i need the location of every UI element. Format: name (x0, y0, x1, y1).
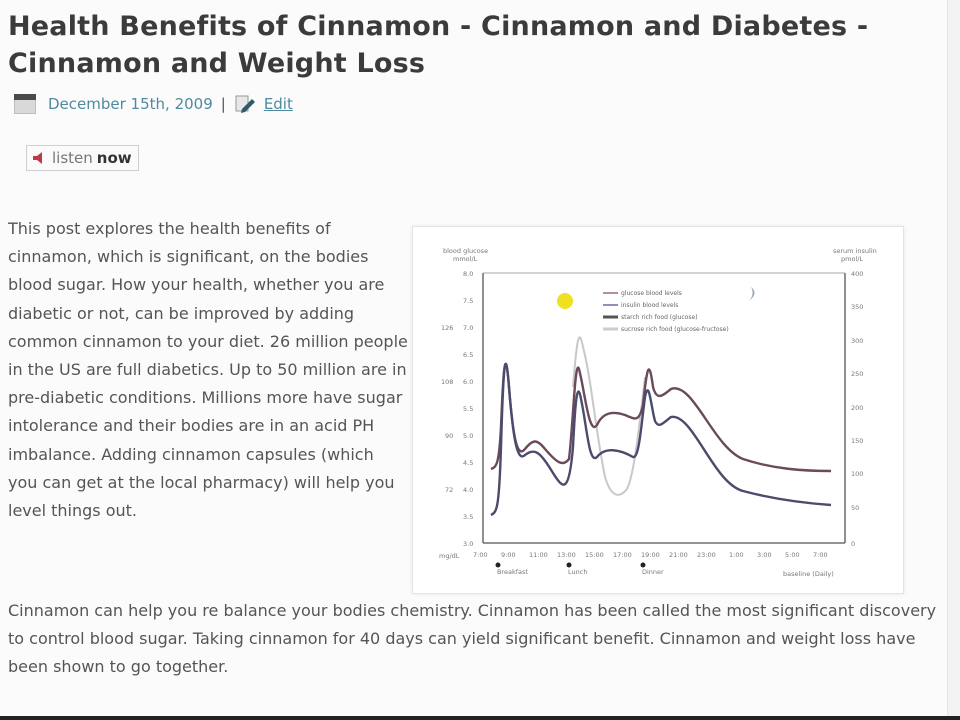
calendar-icon (14, 94, 36, 114)
svg-text:7.5: 7.5 (463, 297, 473, 305)
svg-text:5.5: 5.5 (463, 405, 473, 413)
svg-text:21:00: 21:00 (669, 551, 688, 559)
svg-text:sucrose rich food (glucose-fru: sucrose rich food (glucose-fructose) (621, 326, 729, 333)
svg-text:1:00: 1:00 (729, 551, 744, 559)
svg-text:5:00: 5:00 (785, 551, 800, 559)
svg-text:9:00: 9:00 (501, 551, 516, 559)
svg-text:126: 126 (441, 324, 453, 332)
svg-text:400: 400 (851, 270, 863, 278)
listen-bold-label: now (96, 149, 132, 167)
post-date: December 15th, 2009 (48, 95, 213, 113)
listen-label: listen (52, 149, 93, 167)
svg-text:7:00: 7:00 (473, 551, 488, 559)
svg-text:11:00: 11:00 (529, 551, 548, 559)
speaker-icon (33, 152, 42, 164)
glucose-insulin-chart: blood glucose mmol/L serum insulin pmol/… (412, 226, 904, 594)
chart-svg: blood glucose mmol/L serum insulin pmol/… (439, 247, 877, 578)
svg-text:0: 0 (851, 540, 855, 548)
right-axis-title: serum insulin (833, 247, 877, 255)
sun-icon (557, 293, 573, 309)
left-axis-ticks: 8.0 7.5 7.0 6.5 6.0 5.5 5.0 4.5 4.0 3.5 3.0 126… (439, 270, 473, 560)
svg-text:4.0: 4.0 (463, 486, 473, 494)
svg-text:200: 200 (851, 404, 863, 412)
svg-text:50: 50 (851, 504, 859, 512)
svg-text:3.0: 3.0 (463, 540, 473, 548)
svg-text:mg/dL: mg/dL (439, 552, 460, 560)
svg-text:7:00: 7:00 (813, 551, 828, 559)
svg-text:19:00: 19:00 (641, 551, 660, 559)
svg-text:350: 350 (851, 303, 863, 311)
svg-text:Dinner: Dinner (642, 568, 664, 576)
moon-icon (749, 287, 755, 301)
svg-text:108: 108 (441, 378, 453, 386)
right-axis-unit: pmol/L (841, 255, 863, 263)
svg-text:23:00: 23:00 (697, 551, 716, 559)
svg-text:insulin blood levels: insulin blood levels (621, 302, 678, 309)
svg-text:8.0: 8.0 (463, 270, 473, 278)
svg-text:4.5: 4.5 (463, 459, 473, 467)
intro-paragraph: This post explores the health benefits o… (8, 219, 408, 521)
left-axis-title: blood glucose (443, 247, 488, 255)
second-paragraph: Cinnamon can help you re balance your bo… (8, 601, 937, 677)
svg-text:starch rich food (glucose): starch rich food (glucose) (621, 314, 698, 321)
svg-text:250: 250 (851, 370, 863, 378)
svg-text:5.0: 5.0 (463, 432, 473, 440)
right-axis-ticks: 400 350 300 250 200 150 100 50 0 (851, 270, 863, 548)
svg-text:Lunch: Lunch (568, 568, 587, 576)
svg-text:13:00: 13:00 (557, 551, 576, 559)
post-meta: December 15th, 2009 | Edit (14, 94, 293, 114)
svg-text:baseline (Daily): baseline (Daily) (783, 570, 834, 578)
svg-text:glucose blood levels: glucose blood levels (621, 290, 682, 297)
left-axis-unit: mmol/L (453, 255, 478, 263)
svg-text:90: 90 (445, 432, 453, 440)
svg-text:17:00: 17:00 (613, 551, 632, 559)
svg-text:6.5: 6.5 (463, 351, 473, 359)
svg-text:Breakfast: Breakfast (497, 568, 528, 576)
svg-text:100: 100 (851, 470, 863, 478)
svg-text:3.5: 3.5 (463, 513, 473, 521)
svg-text:150: 150 (851, 437, 863, 445)
edit-link[interactable]: Edit (263, 95, 293, 113)
svg-text:15:00: 15:00 (585, 551, 604, 559)
svg-text:3:00: 3:00 (757, 551, 772, 559)
svg-text:7.0: 7.0 (463, 324, 473, 332)
meal-markers: Breakfast Lunch Dinner (495, 562, 664, 576)
listen-now-button[interactable]: listen now (26, 145, 139, 171)
svg-text:300: 300 (851, 337, 863, 345)
meta-separator: | (220, 95, 226, 113)
bottom-border (0, 716, 960, 720)
post-title: Health Benefits of Cinnamon - Cinnamon a… (8, 11, 869, 79)
svg-text:6.0: 6.0 (463, 378, 473, 386)
page-edge (947, 0, 960, 720)
edit-icon (235, 95, 255, 113)
chart-legend: glucose blood levels insulin blood level… (603, 290, 729, 333)
svg-text:72: 72 (445, 486, 453, 494)
x-axis-ticks: 7:00 9:00 11:00 13:00 15:00 17:00 19:00 21:00… (473, 551, 834, 578)
